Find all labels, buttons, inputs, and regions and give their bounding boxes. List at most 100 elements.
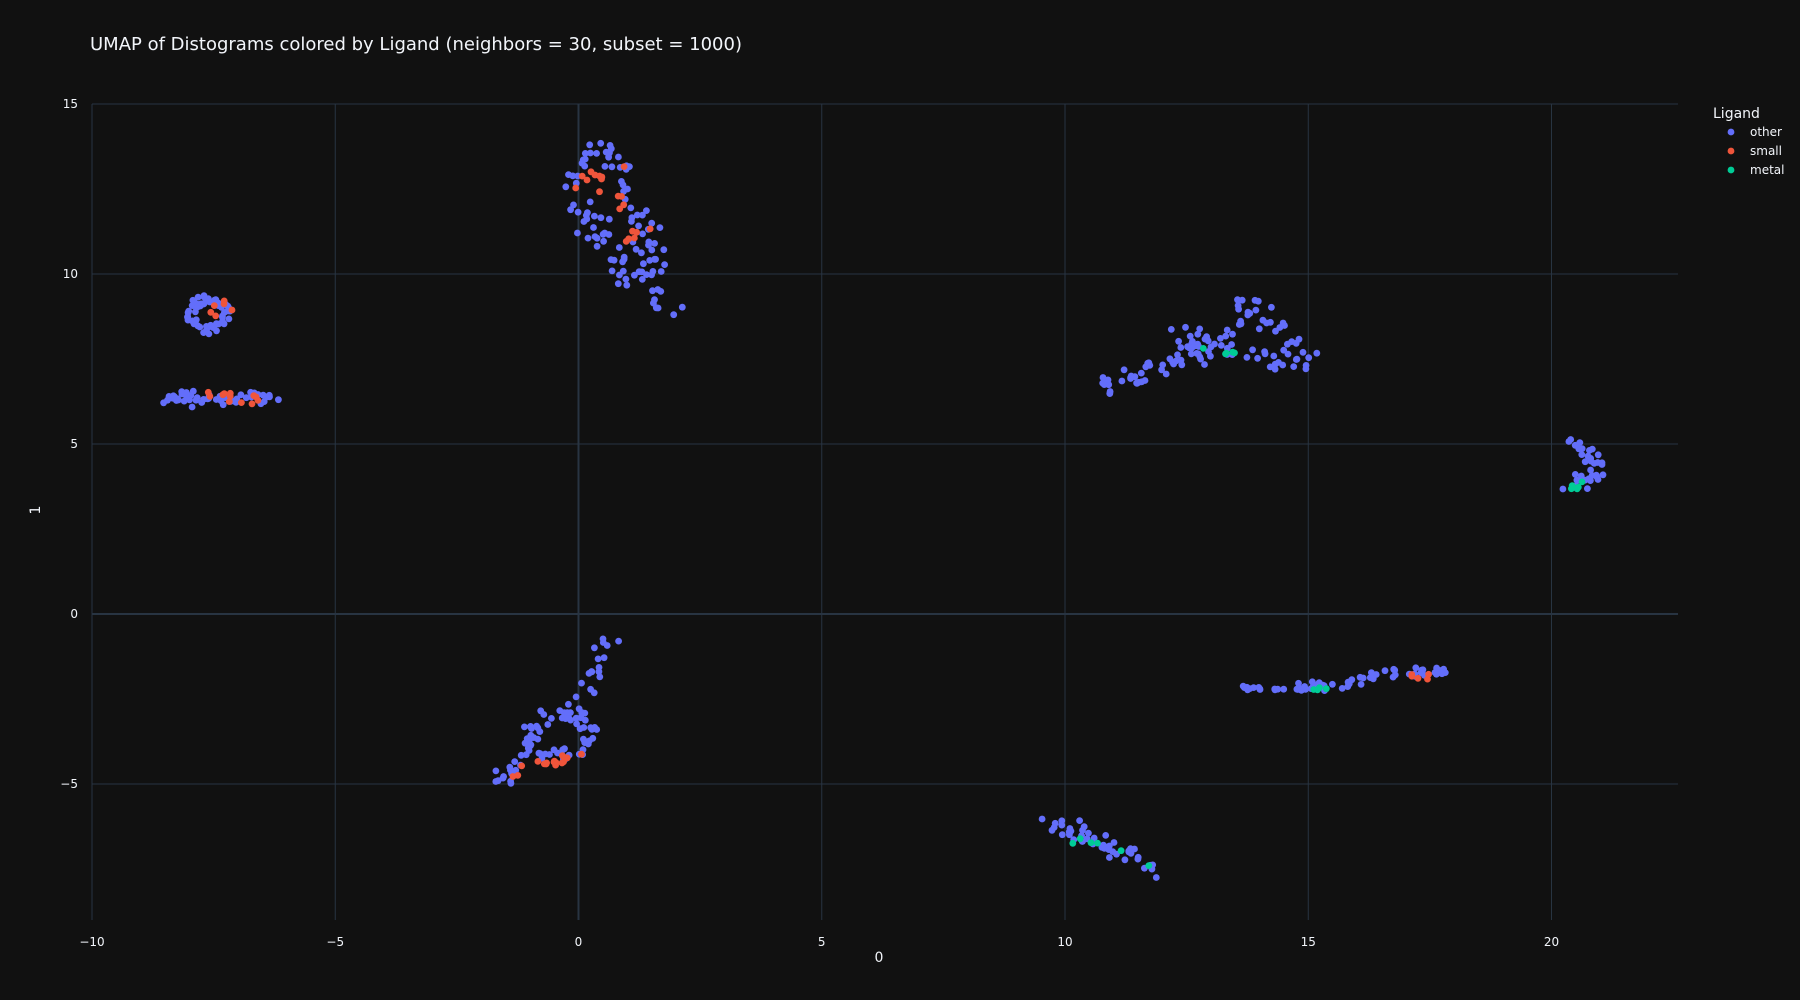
point-other (645, 238, 653, 246)
point-other (614, 280, 622, 288)
point-other (593, 242, 601, 250)
point-other (1058, 831, 1066, 839)
point-other (1182, 323, 1189, 331)
point-other (1584, 452, 1592, 460)
point-other (1594, 451, 1602, 459)
point-other (1211, 340, 1218, 348)
point-small (598, 175, 605, 183)
point-other (165, 393, 173, 400)
point-other (670, 311, 678, 319)
point-other (648, 219, 656, 227)
grid-layer (91, 103, 1678, 920)
point-other (1098, 843, 1106, 851)
point-other (1120, 366, 1128, 374)
point-other (591, 212, 598, 220)
point-other (1162, 370, 1170, 378)
point-other (200, 396, 208, 403)
point-other (203, 326, 211, 334)
point-other (1290, 363, 1298, 370)
point-metal (1076, 835, 1084, 843)
y-axis-title: 1 (28, 506, 44, 515)
point-other (1177, 344, 1185, 351)
point-other (219, 317, 226, 325)
point-other (1174, 351, 1181, 359)
point-other (1085, 829, 1092, 837)
y-tick-label: 15 (63, 97, 78, 111)
point-other (1175, 337, 1182, 345)
point-other (584, 209, 591, 217)
point-metal (1231, 349, 1238, 357)
point-metal (1573, 485, 1581, 493)
point-other (1099, 379, 1107, 387)
point-other (1125, 847, 1133, 855)
point-other (600, 237, 607, 245)
point-other (197, 300, 205, 308)
x-tick-label: 15 (1301, 935, 1316, 949)
point-other (1301, 683, 1308, 690)
point-other (584, 234, 592, 242)
point-small (616, 205, 624, 213)
point-other (1197, 355, 1204, 363)
point-other (561, 745, 568, 753)
point-other (533, 722, 540, 730)
point-other (1571, 441, 1579, 449)
point-other (1201, 361, 1208, 368)
point-other (631, 271, 638, 279)
point-other (615, 153, 622, 161)
point-other (200, 292, 208, 299)
point-other (536, 750, 544, 758)
point-small (204, 388, 212, 396)
point-small (514, 772, 522, 779)
point-other (581, 150, 589, 157)
point-other (590, 224, 597, 231)
point-other (657, 268, 665, 275)
point-small (552, 761, 559, 769)
point-other (1295, 679, 1302, 687)
point-other (184, 309, 192, 317)
point-other (1437, 669, 1445, 677)
point-other (581, 739, 589, 746)
legend: Ligand other small metal (1713, 106, 1784, 177)
x-tick-label: 5 (818, 935, 826, 949)
point-other (638, 276, 646, 283)
point-other (656, 224, 664, 232)
point-other (603, 642, 611, 649)
point-other (605, 153, 612, 161)
point-other (1243, 354, 1251, 361)
point-other (525, 747, 533, 754)
point-other (635, 268, 643, 276)
point-small (646, 225, 654, 233)
point-other (1356, 673, 1364, 681)
point-other (494, 777, 502, 785)
point-other (585, 670, 593, 677)
point-metal (1094, 839, 1101, 847)
point-small (212, 312, 220, 320)
point-other (1066, 825, 1074, 832)
point-other (648, 271, 655, 279)
point-other (635, 222, 642, 230)
point-other (1284, 350, 1292, 358)
point-small (228, 306, 236, 314)
y-tick-label: 10 (63, 267, 78, 281)
point-small (225, 398, 233, 405)
point-other (1223, 326, 1231, 334)
point-other (1110, 839, 1118, 846)
point-other (1141, 377, 1149, 384)
point-other (213, 320, 220, 327)
point-other (1186, 332, 1194, 340)
point-other (1299, 348, 1307, 356)
point-other (606, 142, 614, 149)
point-other (639, 230, 646, 238)
point-metal (1578, 478, 1586, 486)
point-other (1237, 317, 1244, 325)
point-other (1587, 466, 1594, 474)
points-layer (160, 139, 1607, 881)
legend-label-small: small (1750, 144, 1782, 158)
y-tick-label: −5 (60, 777, 78, 791)
point-other (1284, 340, 1291, 348)
point-small (220, 297, 228, 305)
point-other (678, 303, 686, 311)
point-other (1076, 817, 1083, 824)
point-metal (1568, 482, 1576, 489)
